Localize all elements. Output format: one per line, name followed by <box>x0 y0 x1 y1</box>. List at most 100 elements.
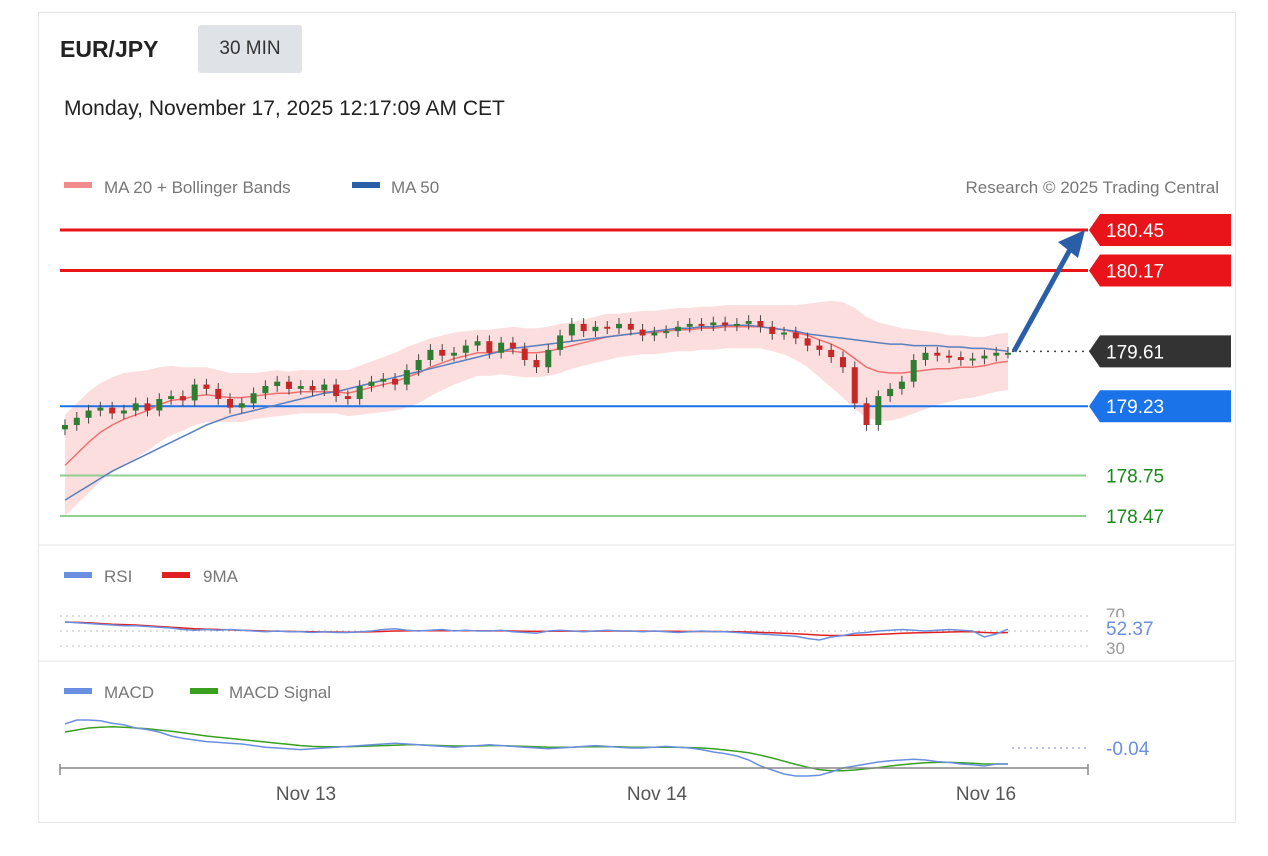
candle-body <box>698 323 705 326</box>
candle-body <box>144 403 151 411</box>
macd-signal-legend-label: MACD Signal <box>229 683 331 702</box>
ma50-legend-label: MA 50 <box>391 178 439 197</box>
candle-body <box>557 335 564 350</box>
candle-body <box>910 360 917 382</box>
candle-body <box>380 378 387 382</box>
candle-body <box>250 393 257 404</box>
candle-body <box>828 349 835 358</box>
candle-body <box>439 349 446 356</box>
candle-body <box>981 355 988 359</box>
candle-body <box>521 348 528 360</box>
resistance-label-tag <box>1089 214 1231 246</box>
ma50-legend-swatch <box>352 182 380 188</box>
x-tick-label: Nov 13 <box>276 784 336 805</box>
support-label: 179.23 <box>1106 397 1164 418</box>
resistance-label: 180.17 <box>1106 261 1164 282</box>
candle-body <box>969 358 976 361</box>
macd-signal-line <box>64 726 1008 772</box>
candle-body <box>733 323 740 326</box>
candle-body <box>356 386 363 399</box>
candle-body <box>297 386 304 389</box>
macd-legend-label: MACD <box>104 683 154 702</box>
candle-body <box>592 326 599 332</box>
instrument-title: EUR/JPY <box>60 36 159 62</box>
ma20-line <box>64 326 1009 466</box>
moving-averages <box>64 324 1009 501</box>
rsi-line <box>64 621 1009 641</box>
timeframe-button[interactable]: 30 MIN <box>198 25 302 73</box>
candle-body <box>957 357 964 360</box>
current-label-tag <box>1089 335 1231 368</box>
candle-body <box>97 407 104 411</box>
candle-body <box>851 367 858 404</box>
candle-body <box>769 326 776 334</box>
candle-body <box>403 370 410 385</box>
candle-body <box>486 341 493 353</box>
macd-legend-swatch <box>64 688 92 694</box>
candle-body <box>450 352 457 356</box>
candle-body <box>580 323 587 332</box>
candle-body <box>993 352 1000 356</box>
timestamp: Monday, November 17, 2025 12:17:09 AM CE… <box>64 97 505 120</box>
x-axis: Nov 13 Nov 14 Nov 16 <box>59 764 1089 805</box>
candle-body <box>321 384 328 391</box>
price-levels <box>60 228 1090 517</box>
candle-body <box>745 321 752 324</box>
candle-body <box>215 388 222 399</box>
candle-body <box>344 396 351 399</box>
candle-body <box>946 355 953 358</box>
candle-body <box>934 352 941 356</box>
candle-body <box>179 396 186 401</box>
candle-body <box>73 417 80 425</box>
candle-body <box>663 331 670 334</box>
x-tick-label: Nov 16 <box>956 784 1016 805</box>
candle-body <box>604 326 611 329</box>
candle-body <box>674 326 681 332</box>
candle-body <box>285 381 292 389</box>
ma50-line <box>64 324 1009 501</box>
candle-body <box>191 384 198 401</box>
macd-line <box>64 719 1008 777</box>
ma20-legend-label: MA 20 + Bollinger Bands <box>104 178 291 197</box>
candle-body <box>757 321 764 327</box>
candle-body <box>120 410 127 414</box>
candle-body <box>639 329 646 336</box>
candle-body <box>616 323 623 329</box>
candle-body <box>722 322 729 326</box>
candle-body <box>875 396 882 425</box>
candle-body <box>816 345 823 350</box>
ma20-legend-swatch <box>64 182 92 188</box>
candle-body <box>227 399 234 408</box>
rsi-value-backdrop <box>1100 617 1166 640</box>
candle-body <box>168 396 175 399</box>
rsi-legend-swatch <box>64 572 92 578</box>
support-label-tag <box>1089 390 1231 423</box>
macd-panel: -0.04 <box>64 719 1150 777</box>
candle-body <box>392 378 399 385</box>
candle-body <box>887 388 894 397</box>
current-label: 179.61 <box>1106 342 1164 363</box>
candle-body <box>568 323 575 336</box>
candle-body <box>533 360 540 368</box>
credit-text: Research © 2025 Trading Central <box>966 178 1220 197</box>
candle-body <box>156 399 163 411</box>
rsi-current-value: 52.37 <box>1106 619 1154 640</box>
candle-body <box>792 332 799 339</box>
candle-body <box>651 332 658 336</box>
candle-body <box>863 403 870 425</box>
trend-arrow-head <box>1058 230 1085 258</box>
candle-body <box>498 342 505 353</box>
trend-arrow <box>1011 230 1085 353</box>
macd-signal-legend-swatch <box>190 688 218 694</box>
candle-body <box>368 381 375 386</box>
trend-arrow-shaft <box>1011 244 1075 353</box>
candle-body <box>109 407 116 414</box>
candle-body <box>274 381 281 386</box>
candle-body <box>509 342 516 349</box>
candle-body <box>238 403 245 408</box>
candle-body <box>427 349 434 360</box>
target-label: 178.75 <box>1106 467 1164 488</box>
candle-body <box>686 323 693 327</box>
candle-body <box>839 357 846 368</box>
